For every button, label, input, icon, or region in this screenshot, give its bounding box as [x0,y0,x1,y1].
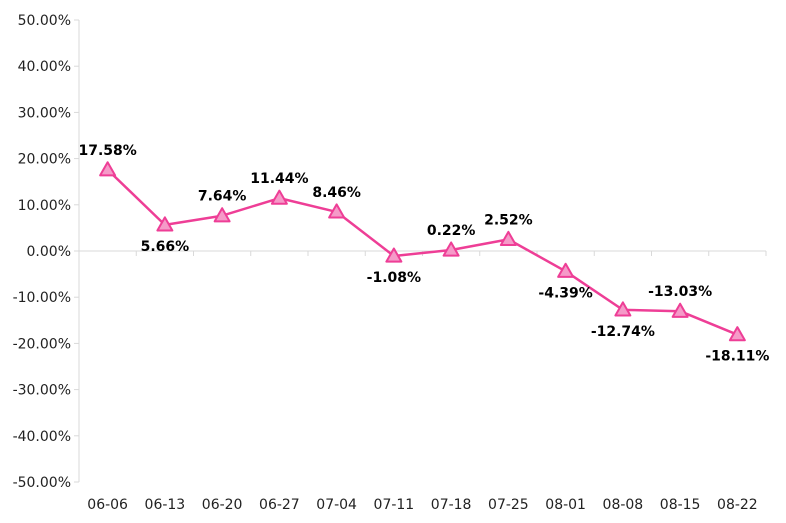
x-tick-label: 08-22 [717,497,758,513]
data-point-marker [270,189,288,205]
x-tick-label: 06-27 [259,497,300,513]
y-tick-label: -20.00% [13,336,71,352]
data-label: 11.44% [250,171,308,187]
data-point-marker [156,216,174,232]
data-point-marker [328,203,346,219]
x-tick-label: 06-13 [145,497,186,513]
data-label: -13.03% [648,284,712,300]
x-tick-label: 08-08 [603,497,644,513]
data-label: 0.22% [427,223,476,239]
x-tick-label: 06-20 [202,497,243,513]
y-tick-label: -10.00% [13,290,71,306]
data-label: -12.74% [591,324,655,340]
data-point-marker [671,302,689,318]
data-point-marker [385,247,403,263]
y-tick-label: -40.00% [13,429,71,445]
y-tick-label: 50.00% [18,13,71,29]
x-tick-label: 07-18 [431,497,472,513]
x-tick-label: 07-25 [488,497,529,513]
data-label: 5.66% [141,239,190,255]
data-point-marker [499,230,517,246]
data-label: 17.58% [78,143,136,159]
y-tick-label: 0.00% [27,244,71,260]
x-tick-label: 08-01 [545,497,586,513]
y-tick-label: -50.00% [13,475,71,491]
x-tick-label: 07-04 [316,497,357,513]
data-point-marker [614,301,632,317]
series-layer [99,161,746,342]
data-point-marker [99,161,117,177]
y-tick-label: 10.00% [18,198,71,214]
x-tick-label: 06-06 [87,497,128,513]
data-label: -18.11% [705,349,769,365]
y-tick-label: 20.00% [18,152,71,168]
data-label: -4.39% [538,285,592,301]
data-point-marker [213,207,231,223]
data-point-marker [442,241,460,257]
data-point-marker [557,262,575,278]
y-tick-label: -30.00% [13,383,71,399]
x-tick-label: 08-15 [660,497,701,513]
data-label: 7.64% [198,189,247,205]
data-label: 2.52% [484,212,533,228]
x-tick-label: 07-11 [374,497,415,513]
data-label: 8.46% [312,185,361,201]
y-tick-label: 40.00% [18,59,71,75]
data-point-marker [728,326,746,342]
y-tick-label: 30.00% [18,105,71,121]
series-line [106,168,738,336]
y-axis: 50.00% 40.00% 30.00% 20.00% 10.00% 0.00% -10.0… [13,13,80,491]
x-axis: 06-06 06-13 06-20 06-27 07-04 07-11 07-18 07-25… [78,250,767,513]
data-label: -1.08% [367,270,421,286]
data-label-layer: 17.58% 5.66% 7.64%11.44%8.46% -1.08% 0.22% 2.… [78,143,769,365]
